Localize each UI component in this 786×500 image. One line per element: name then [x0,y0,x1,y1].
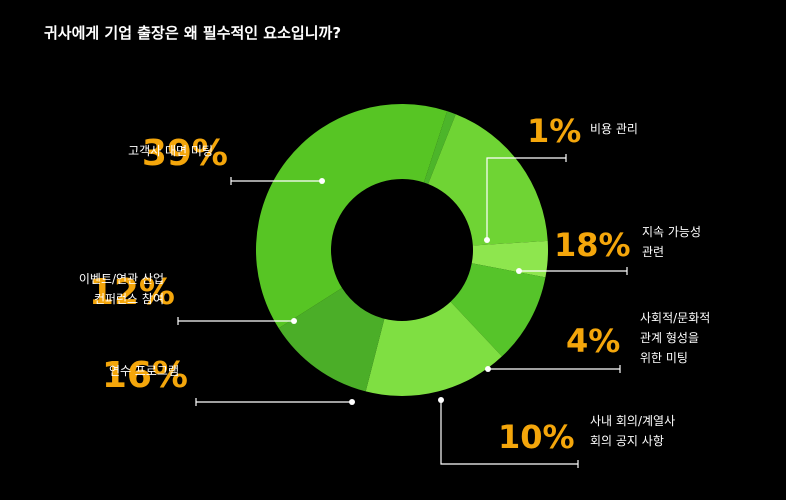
leader-dot [349,399,355,405]
slice-percent-label: 16% [102,355,188,396]
slice-percent-label: 4% [566,322,620,360]
slice-category-label-line: 위한 미팅 [640,351,688,365]
leader-dot [516,268,522,274]
slice-category-label: 비용 관리 [590,122,638,136]
slice-category-label-line: 지속 가능성 [642,225,701,239]
slice-category-label-line: 회의 공지 사항 [590,434,664,448]
slice-percent-label: 10% [498,418,575,456]
slice-category-label-line: 컨퍼런스 참여 [94,292,164,306]
donut-slice [423,111,456,184]
slice-category-label-line: 사내 회의/계열사 [590,414,675,428]
slice-percent-label: 1% [527,112,581,150]
donut-slice [450,263,546,357]
donut-slice [428,114,548,246]
donut-slices [256,103,549,397]
donut-slice [365,301,502,397]
leader-line [486,157,566,240]
donut-slice [256,103,448,329]
slice-category-label-line: 연수 프로그램 [109,364,179,378]
donut-slice [471,240,549,278]
slice-category-label-line: 고객사 대면 미팅 [128,144,213,158]
slice-category-label-line: 비용 관리 [590,122,638,136]
chart-title: 귀사에게 기업 출장은 왜 필수적인 요소입니까? [44,24,342,42]
slice-category-label-line: 관계 형성을 [640,331,699,345]
slice-percent-label: 12% [89,272,175,313]
leader-line [440,400,578,465]
slice-percent-label: 18% [554,226,631,264]
leader-dot [485,366,491,372]
leader-lines [177,154,628,468]
leader-dot [438,397,444,403]
slice-category-label-line: 관련 [642,245,664,259]
slice-percent-label: 39% [142,133,228,174]
leader-dot [319,178,325,184]
leader-dot [291,318,297,324]
slice-category-label-line: 사회적/문화적 [640,311,710,325]
donut-slice [278,288,385,392]
slice-category-label-line: 이벤트/연관 산업 [79,272,164,286]
slice-category-label: 연수 프로그램 [109,364,179,378]
slice-category-label: 고객사 대면 미팅 [128,144,213,158]
leader-dot [484,237,490,243]
